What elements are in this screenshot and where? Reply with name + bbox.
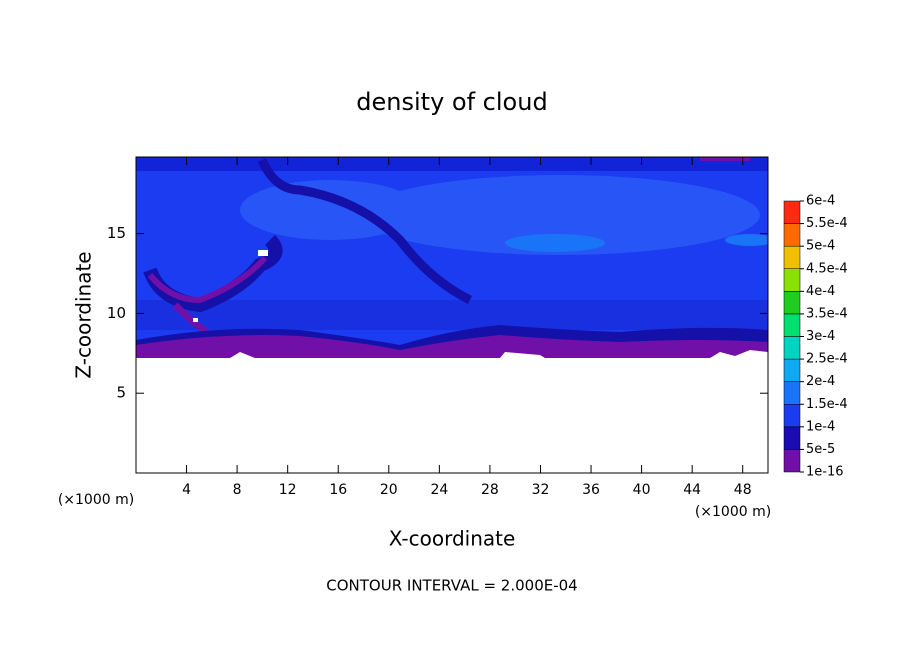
y-tick-label: 5: [116, 384, 126, 402]
y-tick-label: 15: [107, 224, 126, 242]
colorbar-label: 2.5e-4: [806, 352, 848, 367]
colorbar-band: [783, 358, 801, 382]
y-unit-label: (×1000 m): [58, 492, 134, 508]
plot-frame: [135, 156, 769, 474]
colorbar-label: 1.5e-4: [806, 397, 848, 412]
colorbar-band: [783, 268, 801, 292]
x-tick-label: 48: [734, 482, 752, 498]
y-tick-label: 10: [107, 304, 126, 322]
colorbar-label: 5e-4: [806, 239, 835, 254]
colorbar-band: [783, 200, 801, 224]
colorbar-label: 1e-16: [806, 465, 844, 480]
colorbar-band: [783, 313, 801, 337]
colorbar-label: 3e-4: [806, 329, 835, 344]
colorbar-band: [783, 245, 801, 270]
colorbar-label: 2e-4: [806, 374, 835, 389]
x-tick-label: 4: [182, 482, 191, 498]
x-axis-label: X-coordinate: [389, 527, 516, 551]
x-tick-label: 12: [279, 482, 297, 498]
colorbar-band: [783, 449, 801, 473]
colorbar-label: 5e-5: [806, 442, 835, 457]
colorbar-band: [783, 381, 801, 405]
contour-field: [136, 157, 768, 473]
colorbar-label: 1e-4: [806, 419, 835, 434]
colorbar-band: [783, 426, 801, 450]
chart-title: density of cloud: [356, 88, 547, 116]
y-axis-label: Z-coordinate: [72, 251, 96, 378]
x-tick-label: 8: [233, 482, 242, 498]
colorbar-band: [783, 404, 801, 428]
x-tick-label: 24: [430, 482, 448, 498]
colorbar-band: [783, 336, 801, 360]
colorbar-label: 3.5e-4: [806, 306, 848, 321]
x-unit-label: (×1000 m): [695, 504, 771, 520]
x-tick-label: 40: [633, 482, 651, 498]
colorbar-label: 4.5e-4: [806, 261, 848, 276]
x-tick-label: 44: [683, 482, 701, 498]
colorbar-band: [783, 223, 801, 247]
x-tick-label: 20: [380, 482, 398, 498]
x-tick-label: 16: [329, 482, 347, 498]
x-tick-label: 36: [582, 482, 600, 498]
x-tick-label: 32: [532, 482, 550, 498]
colorbar-label: 6e-4: [806, 194, 835, 209]
colorbar-label: 5.5e-4: [806, 216, 848, 231]
colorbar-band: [783, 291, 801, 315]
annotation: CONTOUR INTERVAL = 2.000E-04: [326, 577, 577, 595]
colorbar-label: 4e-4: [806, 284, 835, 299]
x-tick-label: 28: [481, 482, 499, 498]
